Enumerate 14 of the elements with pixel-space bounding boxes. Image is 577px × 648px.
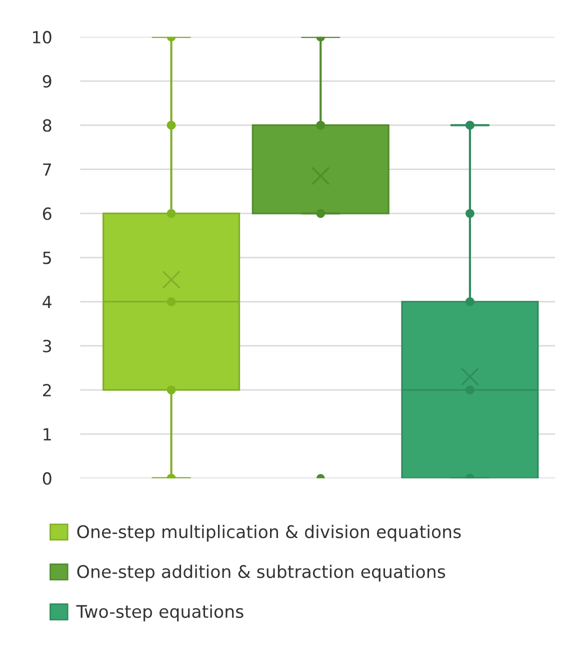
y-tick-label: 2 [43, 384, 51, 396]
y-tick-label: 4 [42, 296, 52, 308]
y-tick-label: 3 [43, 340, 52, 352]
legend-label: One-step multiplication & division equations [77, 524, 461, 542]
y-tick-label: 6 [42, 207, 52, 220]
y-tick-label: 9 [42, 75, 52, 88]
y-tick-label: 10 [33, 30, 52, 44]
y-tick-label: 0 [42, 472, 52, 485]
y-tick-label: 8 [42, 119, 52, 132]
y-tick-label: 5 [43, 252, 51, 264]
y-tick-label: 7 [43, 164, 51, 176]
legend-label: One-step addition & subtraction equations [77, 564, 446, 582]
y-tick-label: 1 [44, 428, 51, 440]
legend-label: Two-step equations [76, 604, 244, 622]
